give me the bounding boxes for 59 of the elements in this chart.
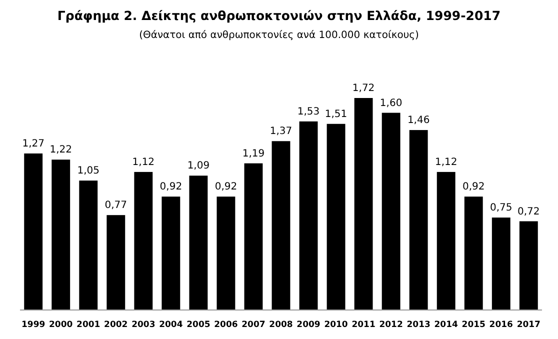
data-label: 0,92 bbox=[462, 182, 485, 193]
x-tick-label: 2011 bbox=[352, 320, 376, 330]
bar bbox=[299, 121, 318, 310]
bar bbox=[134, 172, 153, 310]
x-tick-label: 2008 bbox=[269, 320, 293, 330]
x-tick-label: 2016 bbox=[489, 320, 514, 330]
bar bbox=[464, 196, 483, 310]
x-tick-label: 2000 bbox=[49, 320, 73, 330]
data-label: 1,05 bbox=[77, 166, 100, 177]
data-label: 1,51 bbox=[324, 108, 348, 120]
x-tick-label: 2007 bbox=[242, 320, 266, 330]
data-label: 1,12 bbox=[434, 156, 458, 168]
data-label: 1,72 bbox=[352, 83, 375, 94]
data-label: 1,09 bbox=[187, 160, 210, 172]
x-tick-label: 2006 bbox=[214, 320, 238, 330]
x-tick-label: 2001 bbox=[76, 320, 100, 330]
bar bbox=[79, 180, 98, 310]
data-label: 1,60 bbox=[380, 98, 402, 109]
x-tick-label: 2004 bbox=[159, 320, 183, 330]
data-label: 0,77 bbox=[104, 200, 128, 212]
x-tick-label: 2017 bbox=[516, 320, 541, 330]
data-label: 0,92 bbox=[160, 182, 182, 193]
x-tick-label: 2013 bbox=[406, 320, 430, 330]
bar bbox=[189, 176, 208, 310]
bar bbox=[492, 218, 510, 310]
x-tick-label: 2015 bbox=[462, 320, 486, 330]
bar bbox=[162, 196, 180, 310]
bar bbox=[409, 130, 428, 310]
data-label: 1,22 bbox=[50, 144, 72, 156]
data-label: 1,12 bbox=[132, 156, 155, 168]
chart-subtitle: (Θάνατοι από ανθρωποκτονίες ανά 100.000 κατοίκους) bbox=[139, 30, 420, 41]
data-label: 0,72 bbox=[518, 206, 540, 218]
x-tick-label: 2005 bbox=[186, 320, 210, 330]
data-label: 1,53 bbox=[297, 106, 320, 118]
bar bbox=[382, 112, 400, 310]
x-tick-label: 2003 bbox=[132, 320, 156, 330]
bar bbox=[106, 215, 126, 310]
bar bbox=[436, 172, 456, 310]
bar bbox=[52, 160, 70, 310]
bar bbox=[272, 141, 290, 310]
x-tick-label: 2009 bbox=[296, 320, 320, 330]
data-label: 1,46 bbox=[407, 115, 430, 126]
x-tick-label: 2010 bbox=[324, 320, 348, 330]
data-label: 0,92 bbox=[214, 182, 238, 193]
data-label: 1,37 bbox=[270, 126, 292, 138]
x-tick-label: 2014 bbox=[434, 320, 458, 330]
bar bbox=[244, 163, 263, 310]
bar bbox=[216, 196, 236, 310]
data-label: 0,75 bbox=[490, 202, 512, 214]
bar bbox=[354, 98, 373, 310]
x-tick-label: 1999 bbox=[22, 320, 46, 330]
x-tick-label: 2002 bbox=[104, 320, 128, 330]
bar bbox=[326, 124, 346, 310]
x-tick-label: 2012 bbox=[379, 320, 403, 330]
data-label: 1,19 bbox=[242, 148, 265, 160]
bar bbox=[24, 153, 43, 310]
chart-title: Γράφημα 2. Δείκτης ανθρωποκτονιών στην Ελλάδα, 1999-2017 bbox=[57, 8, 501, 23]
bar bbox=[519, 221, 538, 310]
data-label: 1,27 bbox=[22, 138, 44, 150]
